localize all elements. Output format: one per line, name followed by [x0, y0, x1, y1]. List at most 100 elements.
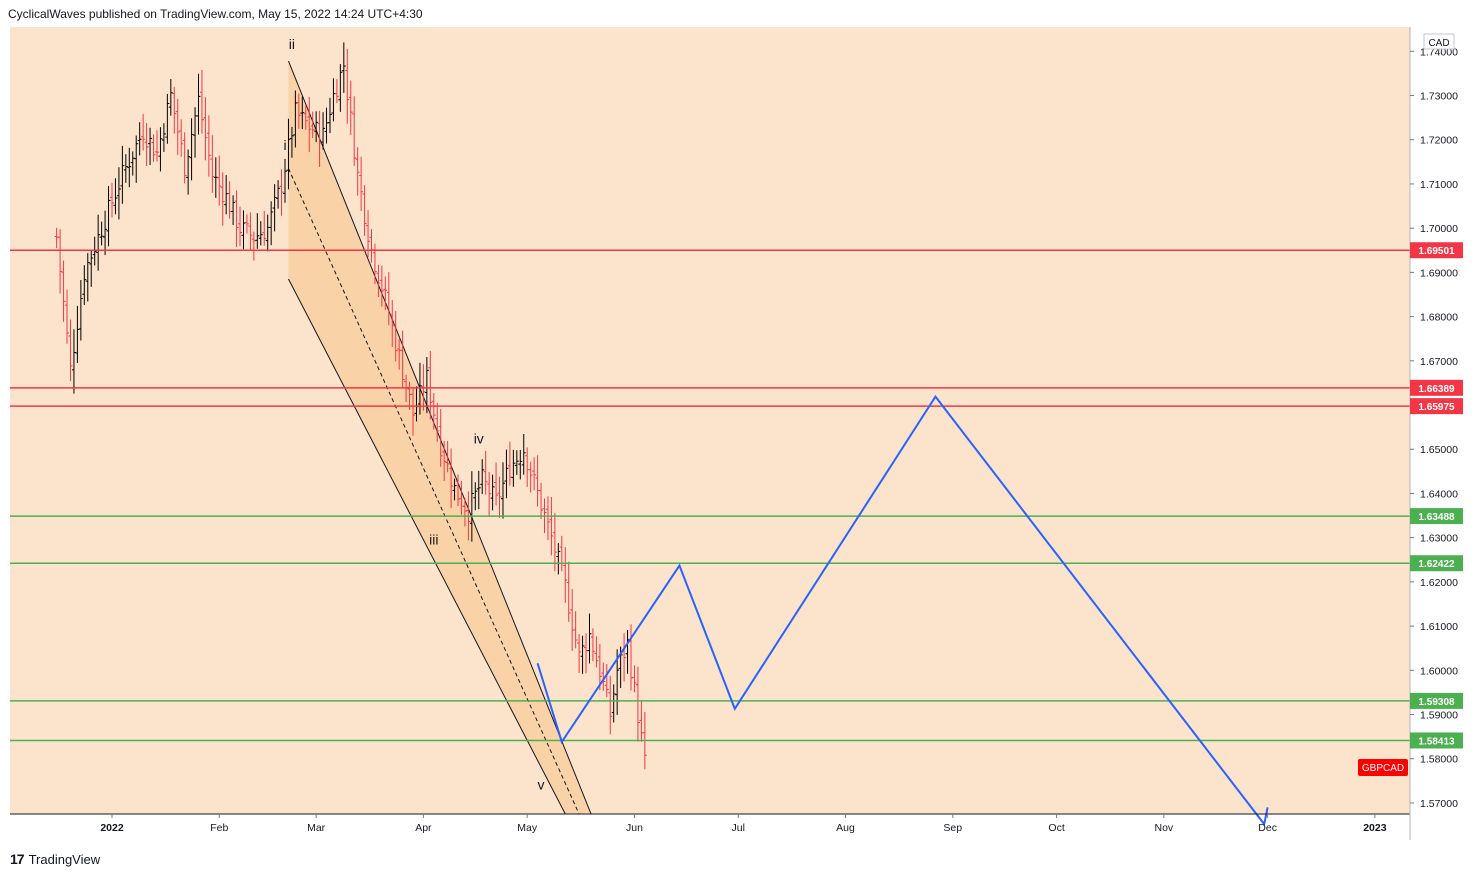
ohlc-bar [82, 265, 87, 305]
y-tick-label: 1.59000 [1420, 710, 1458, 722]
ohlc-bar [366, 210, 371, 258]
ohlc-bar [113, 178, 118, 215]
x-tick-label: Mar [307, 822, 326, 834]
ohlc-bar [182, 132, 187, 184]
ohlc-bar [504, 449, 509, 499]
ohlc-bars [54, 42, 647, 770]
ohlc-bar [494, 462, 499, 506]
ohlc-bar [317, 110, 322, 167]
ohlc-bar [137, 122, 142, 156]
ohlc-bar [199, 69, 204, 134]
x-tick-label: Feb [210, 822, 228, 834]
ohlc-bar [556, 543, 561, 575]
ohlc-bar [321, 112, 326, 150]
ohlc-bar [196, 73, 201, 135]
ohlc-bar [286, 118, 291, 190]
channel-midline [288, 168, 580, 814]
ohlc-bar [497, 476, 502, 518]
ohlc-bar [452, 478, 457, 501]
ohlc-bar [462, 498, 467, 527]
y-tick-label: 1.62000 [1420, 577, 1458, 589]
level-tag-box [1410, 732, 1463, 749]
ohlc-bar [379, 265, 384, 307]
y-tick-label: 1.73000 [1420, 91, 1458, 103]
ohlc-bar [587, 613, 592, 664]
ohlc-bar [334, 78, 339, 103]
footer-brand[interactable]: 17 TradingView [10, 851, 100, 867]
ohlc-bar [154, 130, 159, 162]
level-tag-box [1410, 242, 1463, 259]
ohlc-bar [203, 97, 208, 161]
ohlc-bar [577, 633, 582, 673]
ohlc-bar [99, 221, 104, 246]
ohlc-bar [611, 684, 616, 723]
ohlc-bar [601, 662, 606, 691]
ohlc-bar [151, 134, 156, 162]
ohlc-bar [186, 149, 191, 195]
ohlc-bar [293, 90, 298, 148]
y-tick-label: 1.57000 [1420, 798, 1458, 810]
ohlc-bar [386, 272, 391, 326]
ohlc-bar [279, 169, 284, 216]
ohlc-bar [435, 402, 440, 442]
currency-label: CAD [1428, 38, 1449, 49]
ohlc-bar [78, 279, 83, 341]
y-tick-label: 1.69000 [1420, 267, 1458, 279]
regression-channel [287, 60, 592, 814]
level-tag-box [1410, 692, 1463, 709]
ohlc-bar [532, 457, 537, 491]
ohlc-bar [210, 135, 215, 193]
ohlc-bar [244, 214, 249, 234]
ohlc-bar [238, 206, 243, 247]
ohlc-bar [431, 392, 436, 430]
y-tick-label: 1.58000 [1420, 754, 1458, 766]
wave-label: i [283, 137, 286, 153]
x-tick-label: Oct [1048, 822, 1064, 834]
ohlc-bar [175, 98, 180, 156]
y-tick-label: 1.70000 [1420, 223, 1458, 235]
ohlc-bar [469, 471, 474, 542]
ohlc-bar [345, 48, 350, 124]
ohlc-bar [179, 119, 184, 157]
ohlc-bar [476, 470, 481, 510]
ohlc-bar [248, 212, 253, 251]
ohlc-bar [172, 86, 177, 134]
ohlc-bar [231, 195, 236, 225]
ohlc-bar [549, 497, 554, 556]
ohlc-bar [168, 79, 173, 116]
ohlc-bar [258, 221, 263, 246]
ohlc-bar [158, 127, 163, 172]
x-tick-label: Dec [1258, 822, 1277, 834]
ohlc-bar [61, 260, 66, 322]
ohlc-bar [289, 126, 294, 158]
ohlc-bar [283, 158, 287, 203]
projection-line [536, 394, 1269, 827]
ohlc-bar [338, 64, 343, 112]
plot-background [10, 27, 1410, 814]
time-scale[interactable]: 2022 Feb Mar Apr May Jun Jul Aug Sep Oct Nov Dec 202… [100, 814, 1387, 834]
ohlc-bar [594, 636, 599, 668]
y-tick-label: 1.61000 [1420, 621, 1458, 633]
y-tick-label: 1.64000 [1420, 488, 1458, 500]
ohlc-bar [123, 154, 128, 183]
wave-label: v [538, 777, 545, 793]
channel-upper-line [287, 60, 592, 814]
currency-label-box [1423, 33, 1455, 50]
ohlc-bar [545, 496, 550, 541]
ohlc-bar [141, 114, 146, 151]
ohlc-bar [424, 356, 429, 414]
ohlc-bar [130, 151, 135, 176]
wave-label: iii [429, 531, 438, 547]
x-tick-label: Apr [415, 822, 432, 834]
ohlc-bar [68, 319, 73, 382]
ohlc-bar [511, 449, 516, 487]
channel-lower-line [288, 278, 566, 814]
y-tick-label: 1.65000 [1420, 444, 1458, 456]
ohlc-bar [376, 264, 381, 298]
ohlc-bar [604, 664, 609, 698]
ohlc-bar [635, 666, 640, 742]
ohlc-bar [58, 229, 63, 294]
level-tag-text: 1.66389 [1418, 384, 1455, 395]
